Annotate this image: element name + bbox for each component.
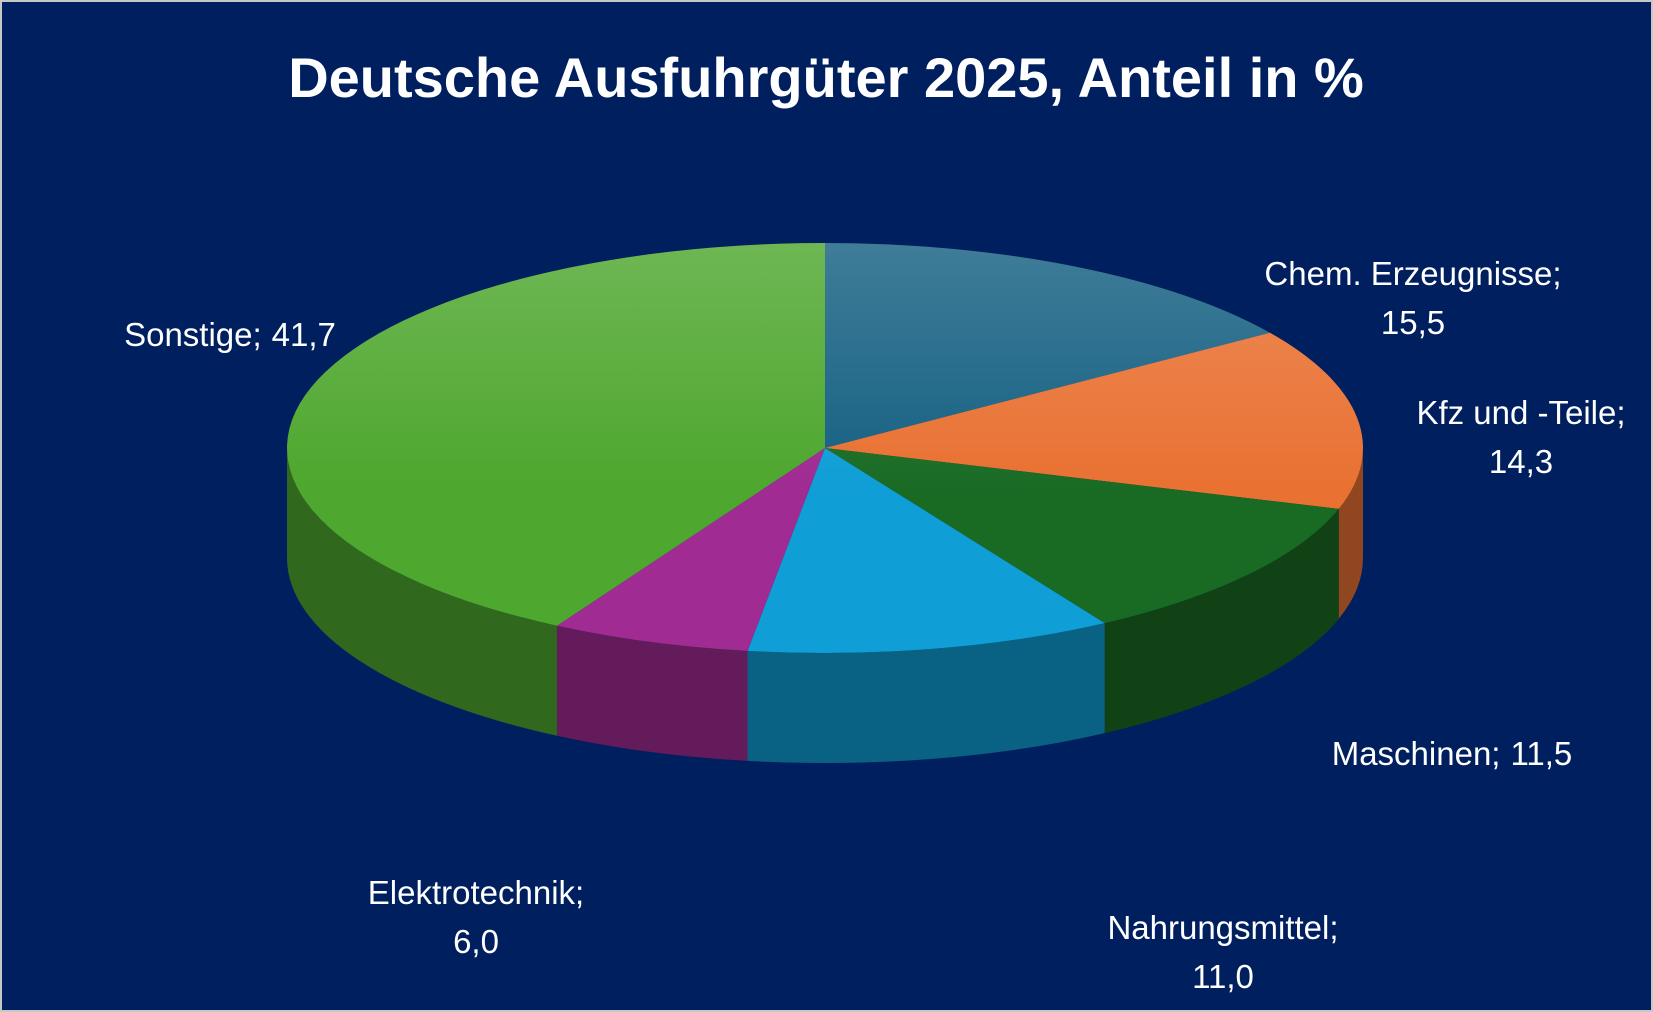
label-category: Sonstige; [124,316,262,353]
label-value: 41,7 [272,316,336,353]
data-label: Elektrotechnik; 6,0 [368,874,584,960]
pie-side [747,623,1105,764]
data-label: Sonstige; 41,7 [124,316,336,353]
label-value: 6,0 [453,923,499,960]
data-label: Kfz und -Teile; 14,3 [1416,394,1625,480]
data-label: Nahrungsmittel; 11,0 [1107,909,1338,995]
label-category: Elektrotechnik; [368,874,584,911]
label-category: Chem. Erzeugnisse; [1264,255,1561,292]
label-value: 11,5 [1510,735,1572,772]
label-category: Maschinen; [1332,735,1501,772]
pie [286,243,1363,764]
data-label: Chem. Erzeugnisse; 15,5 [1264,255,1561,341]
label-value: 15,5 [1381,304,1445,341]
label-category: Kfz und -Teile; [1416,394,1625,431]
data-label: Maschinen; 11,5 [1332,735,1573,772]
label-category: Nahrungsmittel; [1107,909,1338,946]
labels: Chem. Erzeugnisse; 15,5 Kfz und -Teile; 14,… [124,255,1625,995]
chart-title: Deutsche Ausfuhrgüter 2025, Anteil in % [288,46,1364,109]
label-value: 11,0 [1192,958,1254,995]
pie-side [556,625,748,761]
label-value: 14,3 [1489,443,1553,480]
